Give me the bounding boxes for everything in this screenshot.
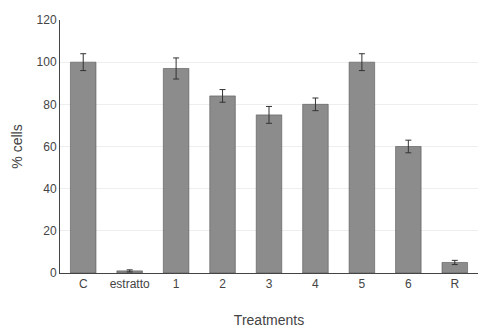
svg-text:Treatments: Treatments bbox=[234, 312, 304, 328]
svg-text:6: 6 bbox=[405, 277, 412, 291]
svg-text:1: 1 bbox=[173, 277, 180, 291]
svg-text:80: 80 bbox=[43, 98, 57, 112]
svg-text:20: 20 bbox=[43, 224, 57, 238]
svg-text:40: 40 bbox=[43, 182, 57, 196]
svg-text:3: 3 bbox=[266, 277, 273, 291]
svg-text:0: 0 bbox=[50, 266, 57, 280]
svg-text:C: C bbox=[79, 277, 88, 291]
svg-text:2: 2 bbox=[219, 277, 226, 291]
svg-text:60: 60 bbox=[43, 140, 57, 154]
svg-text:estratto: estratto bbox=[110, 277, 150, 291]
svg-text:% cells: % cells bbox=[9, 124, 25, 168]
svg-text:5: 5 bbox=[359, 277, 366, 291]
svg-text:4: 4 bbox=[312, 277, 319, 291]
svg-text:R: R bbox=[450, 277, 459, 291]
svg-text:100: 100 bbox=[37, 55, 57, 69]
svg-text:120: 120 bbox=[37, 13, 57, 27]
